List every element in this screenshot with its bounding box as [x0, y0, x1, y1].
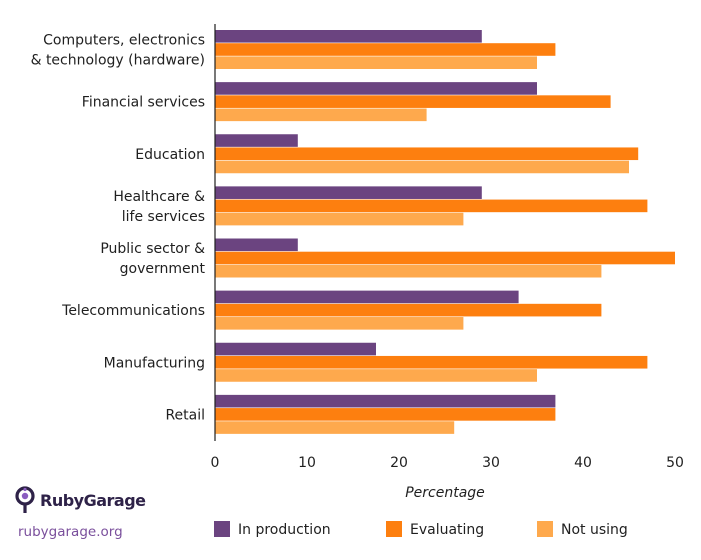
- x-tick-label: 10: [298, 455, 316, 471]
- bar-in-production-4: [215, 238, 298, 252]
- bar-in-production-1: [215, 82, 537, 95]
- legend-label: Evaluating: [410, 522, 484, 538]
- bar-not-using-6: [215, 369, 537, 382]
- bar-in-production-2: [215, 134, 298, 147]
- x-tick-label: 30: [482, 455, 500, 471]
- bar-not-using-3: [215, 212, 464, 226]
- category-label: Education: [135, 147, 205, 163]
- x-tick-label: 40: [574, 455, 592, 471]
- bar-evaluating-3: [215, 199, 648, 213]
- x-tick-label: 50: [666, 455, 684, 471]
- bar-evaluating-2: [215, 147, 639, 161]
- category-label: Computers, electronics & technology (hard…: [31, 33, 205, 69]
- x-tick-label: 0: [211, 455, 220, 471]
- x-axis-ticks: 0 10 20 30 40 50: [211, 455, 684, 471]
- category-label: Public sector & government: [100, 241, 205, 277]
- bar-in-production-0: [215, 30, 482, 43]
- legend-label: In production: [238, 522, 331, 538]
- legend-swatch: [214, 521, 230, 537]
- brand-name: RubyGarage: [40, 490, 146, 510]
- bar-in-production-5: [215, 290, 519, 304]
- bar-not-using-1: [215, 108, 427, 122]
- bar-not-using-2: [215, 160, 629, 174]
- bar-evaluating-4: [215, 251, 675, 265]
- category-labels: Computers, electronics & technology (hard…: [31, 33, 206, 424]
- x-axis-title: Percentage: [405, 485, 485, 501]
- bar-evaluating-7: [215, 408, 556, 421]
- brand-block: RubyGarage rubygarage.org: [14, 484, 146, 540]
- legend-swatch: [386, 521, 402, 537]
- bar-not-using-0: [215, 56, 537, 69]
- category-label: Telecommunications: [61, 303, 205, 319]
- bar-in-production-3: [215, 186, 482, 199]
- legend-label: Not using: [561, 522, 628, 538]
- category-label: Healthcare & life services: [113, 189, 205, 225]
- bar-in-production-6: [215, 342, 376, 356]
- bar-evaluating-6: [215, 355, 648, 369]
- rubygarage-logo-icon: [15, 486, 35, 513]
- bar-evaluating-0: [215, 43, 556, 56]
- bar-evaluating-1: [215, 95, 611, 108]
- x-tick-label: 20: [390, 455, 408, 471]
- bar-not-using-5: [215, 317, 464, 330]
- legend: In production Evaluating Not using: [214, 521, 628, 538]
- bar-not-using-4: [215, 264, 602, 278]
- bar-in-production-7: [215, 394, 556, 408]
- category-label: Retail: [165, 407, 205, 423]
- bar-not-using-7: [215, 421, 455, 434]
- category-label: Manufacturing: [104, 355, 205, 371]
- brand-url[interactable]: rubygarage.org: [18, 524, 123, 540]
- bars-group: [215, 30, 675, 434]
- legend-swatch: [537, 521, 553, 537]
- bar-evaluating-5: [215, 303, 602, 317]
- category-label: Financial services: [82, 95, 205, 111]
